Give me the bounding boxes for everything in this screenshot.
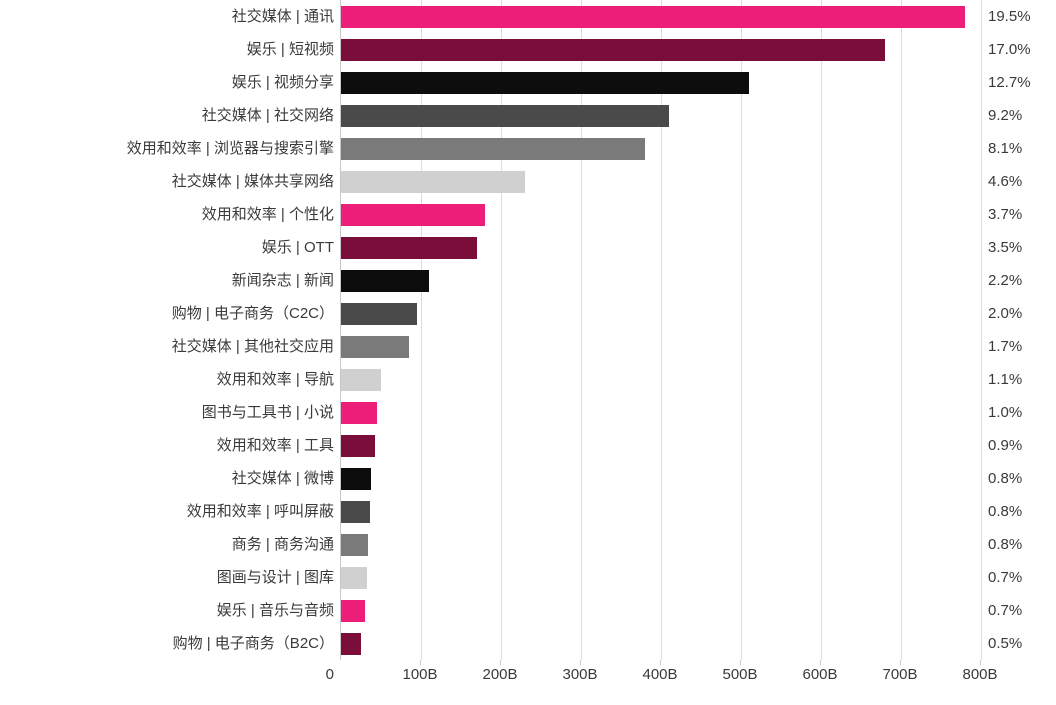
x-tick bbox=[660, 660, 661, 665]
value-label: 1.7% bbox=[988, 336, 1048, 358]
gridline bbox=[581, 0, 582, 660]
chart-plot-area bbox=[340, 0, 980, 660]
gridline bbox=[501, 0, 502, 660]
bar bbox=[341, 567, 367, 589]
x-tick bbox=[500, 660, 501, 665]
x-tick-label: 100B bbox=[402, 666, 437, 683]
gridline bbox=[421, 0, 422, 660]
category-label: 社交媒体 | 通讯 bbox=[4, 6, 334, 28]
category-label: 商务 | 商务沟通 bbox=[4, 534, 334, 556]
value-label: 0.8% bbox=[988, 534, 1048, 556]
category-label: 图书与工具书 | 小说 bbox=[4, 402, 334, 424]
category-label: 图画与设计 | 图库 bbox=[4, 567, 334, 589]
x-axis-zero-label: 0 bbox=[320, 666, 334, 683]
category-label: 效用和效率 | 呼叫屏蔽 bbox=[4, 501, 334, 523]
value-label: 0.7% bbox=[988, 567, 1048, 589]
category-label: 社交媒体 | 其他社交应用 bbox=[4, 336, 334, 358]
x-tick bbox=[740, 660, 741, 665]
value-label: 0.7% bbox=[988, 600, 1048, 622]
category-label: 新闻杂志 | 新闻 bbox=[4, 270, 334, 292]
bar bbox=[341, 369, 381, 391]
value-label: 4.6% bbox=[988, 171, 1048, 193]
x-tick bbox=[900, 660, 901, 665]
category-label: 购物 | 电子商务（B2C） bbox=[4, 633, 334, 655]
value-label: 0.8% bbox=[988, 468, 1048, 490]
category-label: 购物 | 电子商务（C2C） bbox=[4, 303, 334, 325]
bar bbox=[341, 171, 525, 193]
bar bbox=[341, 501, 370, 523]
value-labels-column: 19.5% 17.0% 12.7% 9.2% 8.1% 4.6% 3.7% 3.5% 2.2% 2… bbox=[988, 0, 1052, 660]
category-label: 娱乐 | 视频分享 bbox=[4, 72, 334, 94]
x-axis-ticks: 100B200B300B400B500B600B700B800B bbox=[340, 660, 980, 700]
x-tick-label: 500B bbox=[722, 666, 757, 683]
x-tick bbox=[820, 660, 821, 665]
value-label: 8.1% bbox=[988, 138, 1048, 160]
gridline bbox=[741, 0, 742, 660]
value-label: 2.0% bbox=[988, 303, 1048, 325]
x-tick-label: 700B bbox=[882, 666, 917, 683]
bar bbox=[341, 204, 485, 226]
category-label: 娱乐 | OTT bbox=[4, 237, 334, 259]
category-label: 效用和效率 | 浏览器与搜索引擎 bbox=[4, 138, 334, 160]
value-label: 17.0% bbox=[988, 39, 1048, 61]
value-label: 1.1% bbox=[988, 369, 1048, 391]
category-label: 社交媒体 | 媒体共享网络 bbox=[4, 171, 334, 193]
bar bbox=[341, 336, 409, 358]
bar bbox=[341, 138, 645, 160]
gridline bbox=[821, 0, 822, 660]
category-label: 效用和效率 | 个性化 bbox=[4, 204, 334, 226]
category-label: 效用和效率 | 工具 bbox=[4, 435, 334, 457]
value-label: 2.2% bbox=[988, 270, 1048, 292]
bar bbox=[341, 39, 885, 61]
x-tick-label: 300B bbox=[562, 666, 597, 683]
bar bbox=[341, 6, 965, 28]
x-tick bbox=[580, 660, 581, 665]
value-label: 0.5% bbox=[988, 633, 1048, 655]
value-label: 19.5% bbox=[988, 6, 1048, 28]
bar bbox=[341, 303, 417, 325]
category-label: 娱乐 | 短视频 bbox=[4, 39, 334, 61]
value-label: 9.2% bbox=[988, 105, 1048, 127]
value-label: 12.7% bbox=[988, 72, 1048, 94]
bar bbox=[341, 633, 361, 655]
bar bbox=[341, 435, 375, 457]
bar bbox=[341, 534, 368, 556]
value-label: 1.0% bbox=[988, 402, 1048, 424]
x-tick bbox=[420, 660, 421, 665]
gridline bbox=[901, 0, 902, 660]
category-label: 社交媒体 | 微博 bbox=[4, 468, 334, 490]
value-label: 3.7% bbox=[988, 204, 1048, 226]
category-label: 效用和效率 | 导航 bbox=[4, 369, 334, 391]
bar bbox=[341, 468, 371, 490]
bar bbox=[341, 105, 669, 127]
x-tick-label: 800B bbox=[962, 666, 997, 683]
gridline bbox=[981, 0, 982, 660]
x-tick-label: 400B bbox=[642, 666, 677, 683]
category-label: 娱乐 | 音乐与音频 bbox=[4, 600, 334, 622]
value-label: 3.5% bbox=[988, 237, 1048, 259]
bar bbox=[341, 600, 365, 622]
gridline bbox=[661, 0, 662, 660]
bar bbox=[341, 402, 377, 424]
category-labels-column: 社交媒体 | 通讯娱乐 | 短视频娱乐 | 视频分享社交媒体 | 社交网络效用和… bbox=[0, 0, 334, 660]
category-label: 社交媒体 | 社交网络 bbox=[4, 105, 334, 127]
value-label: 0.9% bbox=[988, 435, 1048, 457]
bar bbox=[341, 72, 749, 94]
x-tick bbox=[980, 660, 981, 665]
x-tick-label: 600B bbox=[802, 666, 837, 683]
value-label: 0.8% bbox=[988, 501, 1048, 523]
bar bbox=[341, 270, 429, 292]
x-tick-label: 200B bbox=[482, 666, 517, 683]
bar-chart: 社交媒体 | 通讯娱乐 | 短视频娱乐 | 视频分享社交媒体 | 社交网络效用和… bbox=[0, 0, 1056, 705]
bar bbox=[341, 237, 477, 259]
